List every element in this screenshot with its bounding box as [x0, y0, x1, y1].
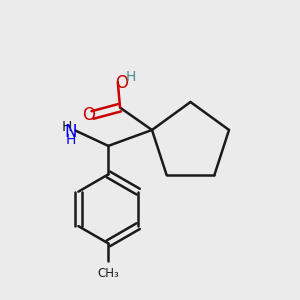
Text: CH₃: CH₃ — [98, 267, 119, 280]
Text: O: O — [115, 74, 128, 92]
Text: O: O — [82, 106, 95, 124]
Text: H: H — [62, 120, 72, 134]
Text: H: H — [66, 133, 76, 147]
Text: H: H — [125, 70, 136, 84]
Text: N: N — [64, 123, 77, 141]
